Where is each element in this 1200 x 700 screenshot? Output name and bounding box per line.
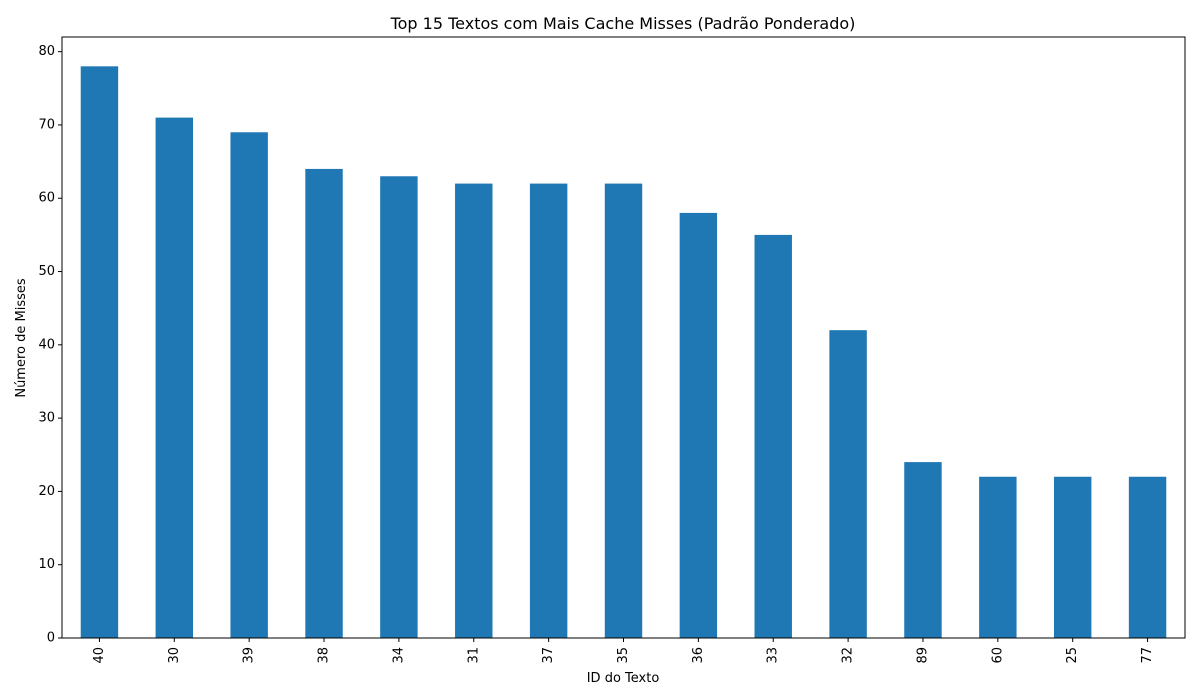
x-tick-label: 33	[766, 647, 781, 664]
x-tick-label: 34	[391, 647, 406, 664]
y-tick-label: 30	[38, 411, 55, 426]
x-tick-label: 37	[541, 647, 556, 664]
x-tick-label: 36	[691, 647, 706, 664]
y-tick-label: 80	[38, 44, 55, 59]
plot-frame	[61, 36, 1186, 639]
bar-38	[305, 168, 343, 638]
bar-60	[979, 476, 1017, 638]
bar-31	[455, 183, 493, 638]
bar-34	[380, 176, 418, 638]
y-tick-label: 0	[47, 631, 55, 646]
x-tick-label: 89	[915, 647, 930, 664]
x-axis-label: ID do Texto	[587, 671, 660, 686]
y-tick-label: 10	[38, 557, 55, 572]
x-axis: 40 30 39 38 34 31 37 35 36 33 32 89 60 25 77	[92, 638, 1155, 664]
bar-36	[679, 212, 718, 638]
x-tick-label: 35	[616, 647, 631, 664]
y-tick-label: 60	[38, 191, 55, 206]
bar-37	[529, 183, 568, 638]
x-tick-label: 38	[317, 647, 332, 664]
bar-33	[754, 234, 792, 638]
x-tick-label: 31	[466, 647, 481, 664]
bar-25	[1053, 476, 1092, 638]
chart-title: Top 15 Textos com Mais Cache Misses (Pad…	[390, 14, 856, 33]
x-tick-label: 30	[167, 647, 182, 664]
x-tick-label: 40	[92, 647, 107, 664]
bar-32	[829, 330, 867, 638]
bar-39	[230, 132, 268, 638]
bar-40	[80, 66, 119, 638]
y-axis: 0 10 20 30 40 50 60 70 80	[38, 44, 62, 646]
bars-layer	[80, 66, 1167, 639]
y-tick-label: 40	[38, 337, 55, 352]
x-tick-label: 77	[1140, 647, 1155, 664]
bar-30	[155, 117, 194, 639]
bar-89	[904, 462, 942, 638]
x-tick-label: 25	[1065, 647, 1080, 664]
bar-77	[1128, 476, 1167, 638]
x-tick-label: 32	[841, 647, 856, 664]
bar-35	[604, 183, 643, 638]
y-tick-label: 50	[38, 264, 55, 279]
y-tick-label: 70	[38, 117, 55, 132]
x-tick-label: 39	[242, 647, 257, 664]
x-tick-label: 60	[990, 647, 1005, 664]
y-tick-label: 20	[38, 484, 55, 499]
y-axis-label: Número de Misses	[14, 278, 29, 398]
